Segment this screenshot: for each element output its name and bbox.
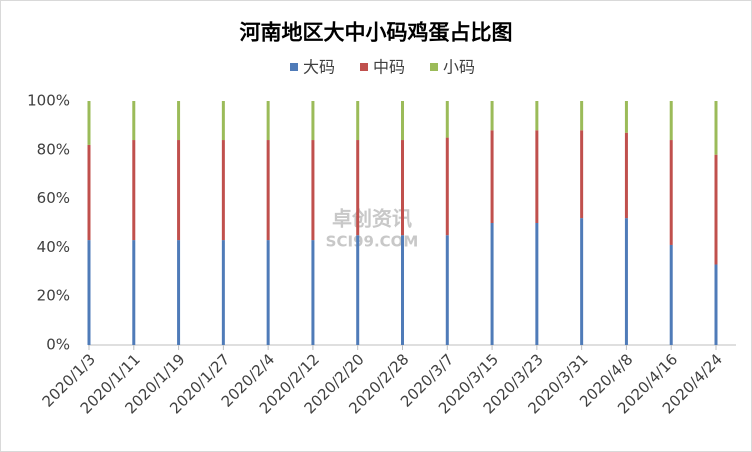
y-tick-label: 0% (46, 336, 70, 354)
watermark: 卓创资讯 (332, 207, 412, 231)
bar-segment (490, 223, 494, 345)
bar-segment (311, 140, 315, 241)
legend-swatch (360, 63, 368, 71)
bar-segment (221, 140, 225, 241)
bar-segment (266, 101, 270, 141)
bar-segment (132, 240, 136, 345)
bar-segment (714, 101, 718, 155)
bar-segment (535, 130, 539, 223)
bar-segment (490, 130, 494, 223)
bar-segment (669, 140, 673, 245)
bar-segment (132, 140, 136, 241)
legend-label: 大码 (303, 58, 335, 77)
y-tick-label: 20% (37, 287, 70, 305)
bar-segment (490, 101, 494, 131)
bar-segment (580, 130, 584, 219)
bar-segment (445, 137, 449, 236)
bar-segment (535, 101, 539, 131)
bar-segment (266, 140, 270, 241)
bar-segment (221, 101, 225, 141)
bar-segment (624, 101, 628, 133)
bar-segment (401, 235, 404, 345)
bar-segment (356, 235, 360, 345)
bar-segment (177, 140, 181, 241)
bar-segment (535, 223, 539, 345)
bar-segment (311, 101, 315, 141)
bar-segment (445, 235, 449, 345)
bar-segment (356, 101, 360, 141)
bar-segment (401, 101, 404, 141)
bar-segment (87, 240, 91, 345)
legend-swatch (430, 63, 438, 71)
y-tick-label: 60% (37, 189, 70, 207)
bar-segment (714, 264, 718, 345)
bar-segment (177, 101, 181, 141)
bar-segment (356, 140, 360, 236)
bar-segment (132, 101, 136, 141)
bar-segment (266, 240, 270, 345)
y-tick-label: 100% (27, 92, 70, 110)
bar-segment (669, 101, 673, 141)
y-tick-label: 40% (37, 238, 70, 256)
legend-label: 中码 (373, 58, 405, 77)
watermark: SCI99.COM (326, 233, 419, 251)
bar-segment (445, 101, 449, 138)
bar-segment (624, 132, 628, 219)
bar-segment (87, 144, 91, 241)
bar-segment (87, 101, 91, 145)
bar-segment (177, 240, 181, 345)
y-tick-label: 80% (37, 140, 70, 158)
bar-segment (669, 244, 673, 345)
bar-segment (580, 218, 584, 345)
bar-segment (714, 154, 718, 265)
bar-segment (401, 140, 404, 236)
chart-title: 河南地区大中小码鸡蛋占比图 (240, 20, 513, 45)
bar-segment (580, 101, 584, 131)
bar-segment (221, 240, 225, 345)
legend-swatch (290, 63, 298, 71)
legend-label: 小码 (443, 58, 475, 77)
bar-segment (624, 218, 628, 345)
bar-segment (311, 240, 315, 345)
